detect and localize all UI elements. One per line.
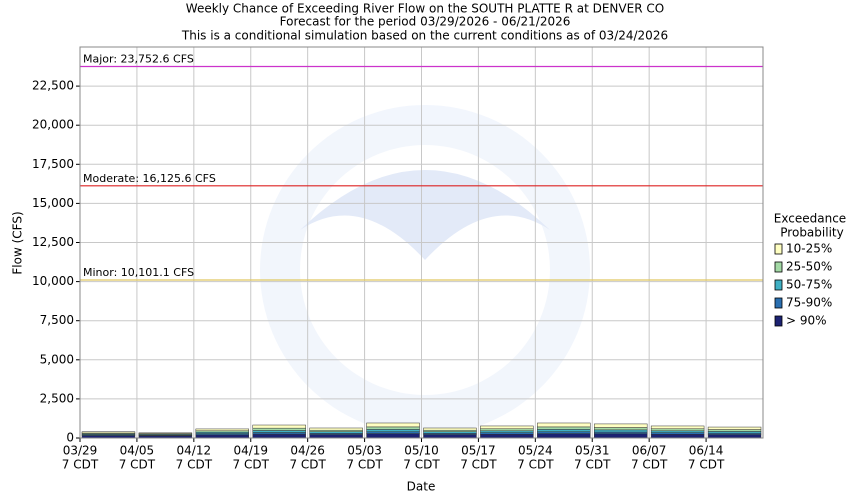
bar-segment	[537, 422, 591, 428]
bar-segment	[537, 429, 591, 432]
bar-segment	[707, 426, 762, 430]
x-tick-label: 03/29	[63, 444, 98, 458]
bar-segment	[594, 431, 648, 435]
x-tick-label: 7 CDT	[176, 458, 213, 472]
x-tick-label: 04/19	[233, 444, 268, 458]
x-tick-label: 04/12	[177, 444, 212, 458]
x-tick-label: 7 CDT	[688, 458, 725, 472]
x-tick-label: 7 CDT	[403, 458, 440, 472]
y-tick-label: 15,000	[32, 196, 74, 210]
bar-segment	[423, 434, 477, 439]
bar-segment	[252, 430, 306, 433]
x-tick-label: 05/31	[575, 444, 610, 458]
legend-swatch	[774, 315, 783, 327]
bar-segment	[594, 433, 648, 439]
x-tick-label: 7 CDT	[233, 458, 270, 472]
watermark	[260, 105, 590, 435]
y-tick-label: 17,500	[32, 157, 74, 171]
legend-swatch	[774, 243, 783, 255]
bar-segment	[480, 430, 534, 433]
threshold-label: Minor: 10,101.1 CFS	[83, 266, 194, 279]
bar-segment	[309, 427, 363, 431]
bar-segment	[366, 429, 420, 432]
bar-segment	[594, 427, 648, 431]
bar-segment	[252, 424, 306, 429]
y-tick-label: 0	[66, 431, 74, 445]
legend-swatch	[774, 297, 783, 309]
x-tick-label: 7 CDT	[119, 458, 156, 472]
bar-segment	[650, 433, 705, 439]
bar-segment	[594, 429, 648, 433]
x-tick-label: 7 CDT	[460, 458, 497, 472]
legend-title: Exceedance	[774, 212, 846, 226]
y-axis-label: Flow (CFS)	[11, 211, 25, 274]
bar-segment	[480, 433, 534, 439]
threshold-label: Moderate: 16,125.6 CFS	[83, 172, 216, 185]
bar-segment	[138, 432, 193, 434]
x-tick-label: 7 CDT	[631, 458, 668, 472]
y-tick-label: 5,000	[40, 352, 74, 366]
plot-frame	[79, 46, 764, 439]
bar-segment	[480, 428, 534, 432]
chart-subtitle: This is a conditional simulation based o…	[181, 29, 668, 43]
threshold-label: Major: 23,752.6 CFS	[83, 53, 194, 66]
x-tick-label: 05/24	[518, 444, 553, 458]
bar-segment	[366, 431, 420, 434]
bar-segment	[81, 431, 136, 434]
legend-label: > 90%	[786, 314, 827, 328]
bar-segment	[537, 426, 591, 430]
chart-title: Weekly Chance of Exceeding River Flow on…	[186, 2, 664, 16]
legend-label: 10-25%	[786, 242, 832, 256]
x-tick-label: 04/05	[120, 444, 155, 458]
legend-label: 50-75%	[786, 278, 832, 292]
bar-segment	[650, 428, 705, 432]
x-tick-label: 05/03	[347, 444, 382, 458]
chart-subtitle: Forecast for the period 03/29/2026 - 06/…	[280, 15, 571, 29]
x-tick-label: 7 CDT	[62, 458, 99, 472]
y-tick-label: 10,000	[32, 274, 74, 288]
bar-segment	[309, 434, 363, 439]
bar-segment	[537, 431, 591, 434]
x-axis-label: Date	[407, 480, 436, 494]
y-tick-label: 20,000	[32, 118, 74, 132]
y-tick-label: 7,500	[40, 313, 74, 327]
x-tick-label: 7 CDT	[517, 458, 554, 472]
bar-segment	[252, 427, 306, 431]
bar-segment	[195, 428, 249, 432]
bar-segment	[707, 429, 762, 432]
x-tick-label: 05/17	[461, 444, 496, 458]
bar-segment	[650, 430, 705, 433]
legend-label: 25-50%	[786, 260, 832, 274]
legend-swatch	[774, 279, 783, 291]
legend-label: 75-90%	[786, 296, 832, 310]
legend-swatch	[774, 261, 783, 273]
bar-segment	[707, 431, 762, 434]
bar-segment	[366, 426, 420, 430]
y-tick-label: 2,500	[40, 391, 74, 405]
y-tick-label: 22,500	[32, 79, 74, 93]
bar-segment	[480, 425, 534, 430]
bar-segment	[423, 427, 477, 431]
bar-segment	[537, 433, 591, 439]
bar-segment	[650, 425, 705, 430]
x-tick-label: 06/14	[689, 444, 724, 458]
bar-segment	[707, 434, 762, 439]
legend-title: Probability	[780, 226, 843, 240]
x-tick-label: 04/26	[290, 444, 325, 458]
bar-segment	[252, 433, 306, 439]
bar-segment	[594, 423, 648, 428]
x-tick-label: 7 CDT	[289, 458, 326, 472]
x-tick-label: 05/10	[404, 444, 439, 458]
x-tick-label: 7 CDT	[574, 458, 611, 472]
bar-segment	[366, 433, 420, 439]
x-tick-label: 7 CDT	[346, 458, 383, 472]
bar-segment	[366, 422, 420, 428]
x-tick-label: 06/07	[632, 444, 667, 458]
y-tick-label: 12,500	[32, 235, 74, 249]
